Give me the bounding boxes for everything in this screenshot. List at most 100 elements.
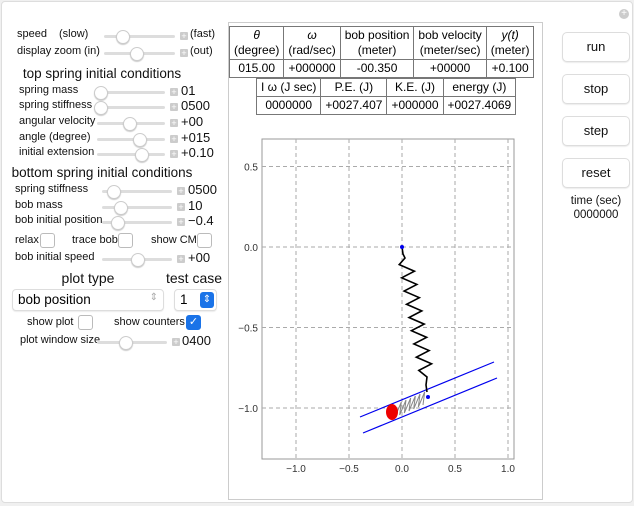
top-0-value: 01 (181, 83, 196, 98)
x-tick-label: −1.0 (286, 464, 306, 475)
zoom-max-label: (out) (190, 45, 213, 57)
x-tick-label: −0.5 (339, 464, 359, 475)
top-0-slider-thumb[interactable] (94, 86, 109, 100)
plot-type-heading: plot type (61, 270, 115, 286)
show-cm-label: show CM (151, 234, 197, 246)
show-counters-label: show counters (114, 316, 185, 328)
state-value: 015.00 (228, 59, 285, 78)
energy-value: +000000 (386, 96, 444, 115)
plot-window-slider-thumb[interactable] (119, 336, 133, 350)
speed-max-label: (fast) (190, 28, 216, 40)
bottom-2-label: bob initial position (15, 214, 103, 226)
top-1-label: spring stiffness (19, 99, 93, 111)
bottom-1-value: 10 (188, 198, 203, 213)
x-tick-label: 1.0 (501, 464, 515, 475)
bob (386, 404, 398, 420)
state-header: bob position (meter) (339, 26, 415, 60)
trace-bob-checkbox[interactable] (118, 233, 133, 248)
speed-expand-icon[interactable]: + (180, 31, 188, 41)
bob-speed-label: bob initial speed (15, 251, 95, 263)
top-3-label: angle (degree) (19, 131, 91, 143)
bottom-0-value: 0500 (188, 182, 217, 197)
bottom-1-slider[interactable] (102, 201, 172, 215)
test-case-heading: test case (165, 270, 223, 286)
plot-window-label: plot window size (20, 334, 101, 346)
trace-bob-label: trace bob (72, 234, 118, 246)
energy-header: K.E. (J) (386, 78, 444, 97)
top-1-expand-icon[interactable]: + (170, 102, 178, 112)
show-cm-checkbox[interactable] (197, 233, 212, 248)
show-counters-checkbox[interactable]: ✓ (186, 315, 201, 330)
speed-slider-thumb[interactable] (115, 30, 130, 44)
top-4-slider[interactable] (97, 148, 165, 162)
top-4-label: initial extension (19, 146, 95, 158)
top-4-expand-icon[interactable]: + (170, 149, 178, 159)
bottom-2-slider[interactable] (102, 216, 172, 230)
top-spring-heading: top spring initial conditions (22, 66, 182, 81)
reset-button[interactable]: reset (562, 158, 630, 188)
x-tick-label: 0.5 (448, 464, 462, 475)
top-2-slider-thumb[interactable] (122, 117, 137, 131)
bottom-1-expand-icon[interactable]: + (177, 202, 185, 212)
top-0-label: spring mass (19, 84, 79, 96)
top-4-slider-thumb[interactable] (135, 148, 150, 162)
rail-bottom (362, 377, 498, 434)
y-tick-label: 0.5 (244, 163, 258, 174)
top-3-value: +015 (181, 130, 211, 145)
show-plot-label: show plot (27, 316, 74, 328)
plot-type-select[interactable]: bob position ⇕ (12, 289, 164, 311)
top-2-expand-icon[interactable]: + (170, 118, 178, 128)
state-header: bob velocity (meter/sec) (413, 26, 487, 60)
y-tick-label: 0.0 (244, 243, 258, 254)
top-3-expand-icon[interactable]: + (170, 134, 178, 144)
state-header: ω (rad/sec) (283, 26, 341, 60)
y-tick-label: −0.5 (238, 324, 258, 335)
state-value: +000000 (283, 59, 341, 78)
top-3-slider-thumb[interactable] (133, 133, 148, 147)
bottom-2-value: −0.4 (188, 213, 214, 228)
show-plot-checkbox[interactable] (78, 315, 93, 330)
bob-speed-slider[interactable] (102, 253, 172, 267)
bottom-1-slider-thumb[interactable] (113, 201, 128, 215)
bottom-2-expand-icon[interactable]: + (177, 217, 185, 227)
stop-button[interactable]: stop (562, 74, 630, 104)
top-0-slider[interactable] (94, 86, 165, 100)
top-3-slider[interactable] (97, 133, 165, 147)
display-frame (228, 22, 543, 500)
top-2-value: +00 (181, 114, 204, 129)
bob-speed-slider-thumb[interactable] (131, 253, 145, 267)
zoom-slider-thumb[interactable] (129, 47, 144, 61)
step-button[interactable]: step (562, 116, 630, 146)
speed-slider[interactable] (104, 30, 175, 44)
bob-speed-expand-icon[interactable]: + (177, 254, 185, 264)
zoom-expand-icon[interactable]: + (180, 48, 188, 58)
relax-checkbox[interactable] (40, 233, 55, 248)
energy-value: +0027.4069 (442, 96, 517, 115)
updown-icon: ⇕ (200, 292, 214, 308)
bottom-2-slider-thumb[interactable] (111, 216, 126, 230)
plot-type-value: bob position (18, 292, 91, 307)
plot-window-slider[interactable] (97, 336, 167, 350)
top-1-slider-thumb[interactable] (94, 101, 109, 115)
bottom-1-label: bob mass (15, 199, 63, 211)
run-button[interactable]: run (562, 32, 630, 62)
bottom-spring (394, 391, 426, 418)
bob-speed-value: +00 (188, 250, 211, 265)
state-table: θ (degree) ω (rad/sec) bob position (meter) bo… (228, 26, 535, 78)
top-1-slider[interactable] (94, 101, 165, 115)
zoom-min-label: (in) (84, 45, 100, 57)
test-case-value: 1 (180, 292, 188, 307)
bottom-0-expand-icon[interactable]: + (177, 186, 185, 196)
state-value: +0.100 (485, 59, 535, 78)
bottom-0-slider[interactable] (102, 185, 172, 199)
time-label: time (sec) (570, 195, 622, 207)
top-0-expand-icon[interactable]: + (170, 87, 178, 97)
top-2-slider[interactable] (97, 117, 165, 131)
add-icon[interactable]: + (619, 9, 629, 19)
bottom-0-slider-thumb[interactable] (106, 185, 121, 199)
zoom-slider[interactable] (104, 47, 175, 61)
plot-window-value: 0400 (182, 333, 211, 348)
test-case-select[interactable]: 1 ⇕ (174, 289, 217, 311)
energy-table: I ω (J sec) P.E. (J) K.E. (J) energy (J) 000… (255, 78, 517, 115)
plot-window-expand-icon[interactable]: + (172, 337, 180, 347)
